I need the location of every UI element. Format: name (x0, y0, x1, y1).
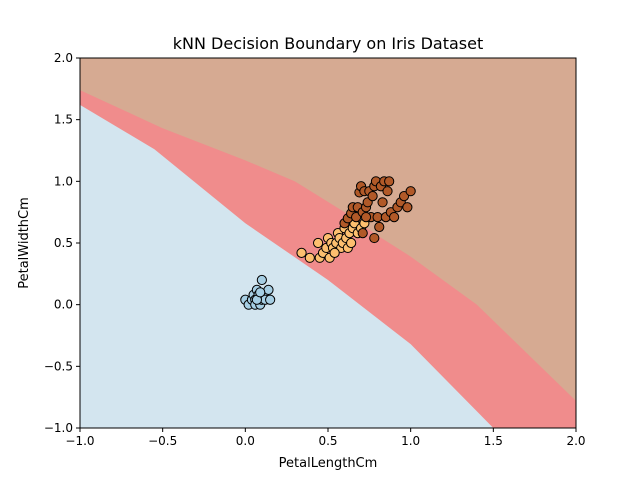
data-point-class-2 (367, 191, 378, 202)
x-axis-label: PetalLengthCm (279, 456, 378, 471)
data-point-class-2 (360, 212, 372, 223)
data-point-class-1 (304, 252, 315, 263)
chart-title: kNN Decision Boundary on Iris Dataset (173, 34, 483, 53)
y-tick-label: 0.0 (54, 298, 73, 312)
y-tick-label: 1.0 (54, 174, 73, 188)
y-tick-label: 0.5 (54, 236, 73, 250)
y-tick-label: −0.5 (44, 359, 73, 373)
y-axis-ticks: −1.0 −0.5 0.0 0.5 1.0 1.5 2.0 (44, 51, 80, 435)
x-tick-label: −1.0 (65, 434, 94, 448)
x-tick-label: 1.5 (484, 434, 503, 448)
data-point-class-2 (377, 197, 388, 208)
data-point-class-2 (405, 186, 416, 197)
data-point-class-2 (374, 221, 385, 233)
y-axis-label: PetalWidthCm (17, 197, 32, 289)
data-point-class-1 (312, 237, 324, 249)
x-tick-label: 1.0 (401, 434, 420, 448)
y-tick-label: 2.0 (54, 51, 73, 65)
data-point-class-2 (382, 186, 393, 197)
data-point-class-0 (263, 284, 274, 295)
data-point-class-0 (265, 294, 276, 305)
x-axis-ticks: −1.0 −0.5 0.0 0.5 1.0 1.5 2.0 (65, 428, 586, 448)
data-points (240, 176, 416, 310)
data-point-class-1 (296, 247, 307, 258)
x-tick-label: 0.0 (236, 434, 255, 448)
data-point-class-0 (255, 287, 266, 298)
x-tick-label: 0.5 (318, 434, 337, 448)
y-tick-label: −1.0 (44, 421, 73, 435)
decision-region-class-0 (80, 104, 576, 428)
data-point-class-2 (402, 202, 413, 213)
data-point-class-2 (384, 176, 395, 187)
data-point-class-2 (357, 228, 368, 239)
data-point-class-1 (329, 247, 340, 258)
data-point-class-2 (369, 232, 380, 244)
data-point-class-1 (346, 237, 357, 249)
data-point-class-0 (256, 274, 267, 286)
x-tick-label: −0.5 (148, 434, 177, 448)
y-tick-label: 1.5 (54, 113, 73, 127)
x-tick-label: 2.0 (566, 434, 585, 448)
data-point-class-2 (389, 212, 400, 223)
